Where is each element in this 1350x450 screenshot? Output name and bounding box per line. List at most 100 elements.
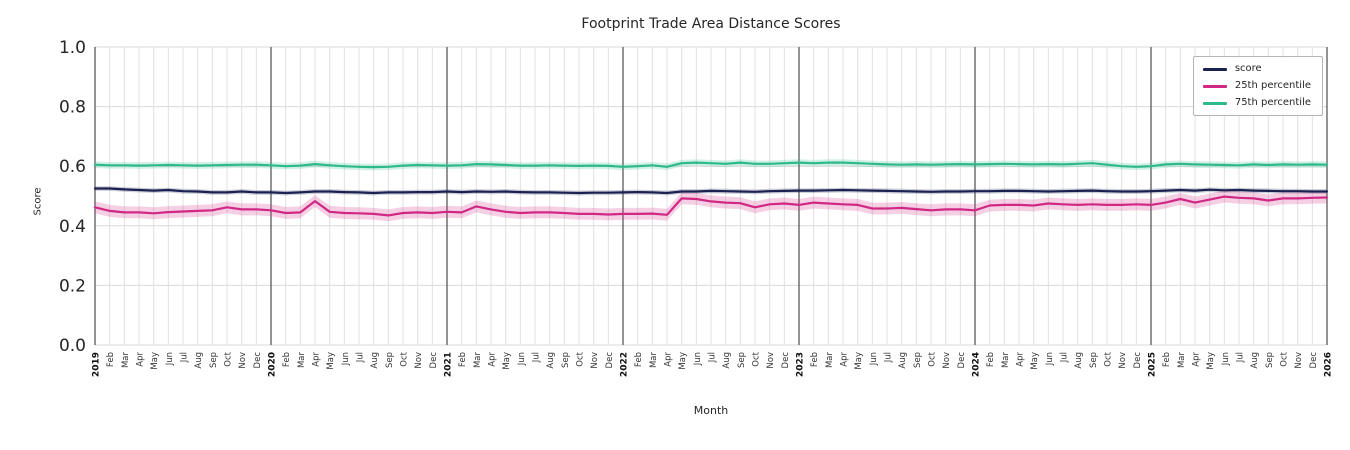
svg-text:May: May [1206, 352, 1216, 370]
svg-text:May: May [326, 352, 336, 370]
svg-text:Apr: Apr [488, 352, 498, 367]
svg-text:Feb: Feb [106, 352, 116, 367]
svg-text:May: May [150, 352, 160, 370]
svg-text:Aug: Aug [194, 352, 204, 369]
svg-text:Jul: Jul [1236, 352, 1246, 363]
svg-text:Mar: Mar [297, 352, 307, 369]
svg-text:Sep: Sep [1265, 352, 1275, 368]
svg-text:Dec: Dec [1133, 352, 1143, 369]
svg-text:Apr: Apr [136, 352, 146, 367]
svg-text:Jun: Jun [869, 352, 879, 366]
svg-text:Jul: Jul [884, 352, 894, 363]
svg-text:Dec: Dec [1309, 352, 1319, 369]
svg-text:Jun: Jun [165, 352, 175, 366]
svg-text:Dec: Dec [429, 352, 439, 369]
svg-text:Sep: Sep [1089, 352, 1099, 368]
svg-text:Mar: Mar [649, 352, 659, 369]
svg-text:Feb: Feb [634, 352, 644, 367]
svg-text:Jun: Jun [517, 352, 527, 366]
svg-text:Dec: Dec [605, 352, 615, 369]
legend-swatch-score [1202, 67, 1227, 71]
svg-text:Feb: Feb [1162, 352, 1172, 367]
x-axis-label: Month [693, 404, 729, 417]
svg-text:Jul: Jul [180, 352, 190, 363]
svg-text:Oct: Oct [752, 351, 762, 366]
svg-text:0.4: 0.4 [59, 217, 86, 237]
svg-text:May: May [502, 352, 512, 370]
svg-text:Apr: Apr [1016, 352, 1026, 367]
legend: score 25th percentile 75th percentile [1192, 56, 1323, 116]
svg-text:2025: 2025 [1148, 352, 1158, 377]
svg-text:Jul: Jul [532, 352, 542, 363]
svg-text:Oct: Oct [224, 351, 234, 366]
svg-text:Mar: Mar [1177, 352, 1187, 369]
legend-swatch-75th-percentile [1202, 101, 1227, 105]
svg-text:Dec: Dec [781, 352, 791, 369]
svg-text:2021: 2021 [444, 352, 454, 377]
svg-text:Sep: Sep [209, 352, 219, 368]
svg-text:Nov: Nov [766, 352, 776, 369]
svg-text:Sep: Sep [913, 352, 923, 368]
svg-text:Feb: Feb [986, 352, 996, 367]
svg-text:Mar: Mar [1001, 352, 1011, 369]
legend-label-score: score [1234, 63, 1262, 74]
svg-text:2022: 2022 [620, 352, 630, 377]
svg-text:0.0: 0.0 [59, 336, 86, 356]
svg-text:Nov: Nov [942, 352, 952, 369]
chart-title: Footprint Trade Area Distance Scores [581, 16, 841, 32]
svg-text:Oct: Oct [928, 351, 938, 366]
svg-text:May: May [1030, 352, 1040, 370]
svg-text:Aug: Aug [1074, 352, 1084, 369]
svg-text:May: May [678, 352, 688, 370]
svg-text:Mar: Mar [473, 352, 483, 369]
svg-text:Jun: Jun [693, 352, 703, 366]
svg-text:Sep: Sep [385, 352, 395, 368]
svg-text:Sep: Sep [737, 352, 747, 368]
svg-text:Apr: Apr [664, 352, 674, 367]
legend-label-75th-percentile: 75th percentile [1234, 97, 1311, 108]
svg-text:Nov: Nov [1294, 352, 1304, 369]
svg-text:Apr: Apr [312, 352, 322, 367]
svg-text:Jun: Jun [1221, 352, 1231, 366]
svg-text:Jun: Jun [341, 352, 351, 366]
svg-text:Apr: Apr [1192, 352, 1202, 367]
svg-text:Aug: Aug [546, 352, 556, 369]
svg-text:Sep: Sep [561, 352, 571, 368]
legend-item-25th-percentile: 25th percentile [1202, 80, 1311, 91]
svg-text:Jul: Jul [356, 352, 366, 363]
svg-text:Dec: Dec [253, 352, 263, 369]
svg-text:Jun: Jun [1045, 352, 1055, 366]
svg-text:Dec: Dec [957, 352, 967, 369]
legend-swatch-25th-percentile [1202, 84, 1227, 88]
svg-text:Jul: Jul [708, 352, 718, 363]
svg-text:Feb: Feb [810, 352, 820, 367]
svg-text:Mar: Mar [825, 352, 835, 369]
svg-text:2024: 2024 [972, 352, 982, 377]
svg-text:Oct: Oct [1280, 351, 1290, 366]
svg-text:Nov: Nov [1118, 352, 1128, 369]
legend-item-75th-percentile: 75th percentile [1202, 97, 1311, 108]
svg-text:Oct: Oct [576, 351, 586, 366]
svg-text:2026: 2026 [1324, 352, 1334, 377]
svg-text:Mar: Mar [121, 352, 131, 369]
svg-text:0.2: 0.2 [59, 276, 86, 296]
svg-text:Nov: Nov [238, 352, 248, 369]
svg-text:Feb: Feb [282, 352, 292, 367]
svg-text:Nov: Nov [414, 352, 424, 369]
svg-text:Aug: Aug [898, 352, 908, 369]
legend-item-score: score [1202, 63, 1311, 74]
svg-text:Oct: Oct [400, 351, 410, 366]
svg-text:Oct: Oct [1104, 351, 1114, 366]
svg-text:0.6: 0.6 [59, 157, 86, 177]
svg-text:May: May [854, 352, 864, 370]
svg-text:2020: 2020 [268, 352, 278, 377]
legend-label-25th-percentile: 25th percentile [1234, 80, 1311, 91]
svg-text:Aug: Aug [722, 352, 732, 369]
svg-text:Jul: Jul [1060, 352, 1070, 363]
svg-text:2023: 2023 [796, 352, 806, 377]
svg-text:Nov: Nov [590, 352, 600, 369]
svg-text:2019: 2019 [92, 352, 102, 377]
svg-text:Aug: Aug [1250, 352, 1260, 369]
